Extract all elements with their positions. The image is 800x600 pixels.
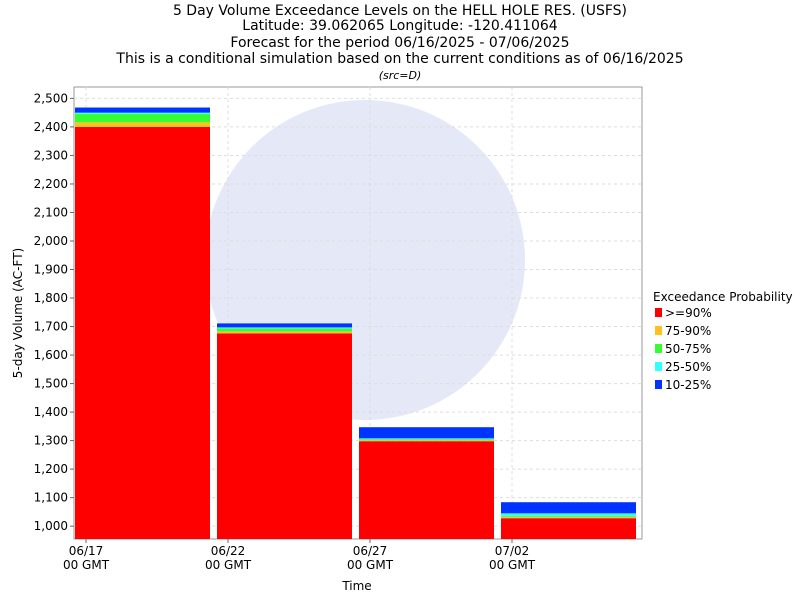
bar-segment: [501, 518, 636, 539]
x-tick-label: 06/27 00 GMT: [347, 544, 394, 572]
bar-segment: [359, 427, 494, 439]
legend-title: Exceedance Probability: [653, 290, 793, 304]
legend-swatch: [655, 380, 662, 389]
y-tick-label: 2,200: [34, 177, 68, 191]
y-tick-label: 2,100: [34, 205, 68, 219]
y-tick-label: 1,300: [34, 434, 68, 448]
x-tick-line: 00 GMT: [63, 558, 110, 572]
x-tick-label: 06/17 00 GMT: [63, 544, 110, 572]
bar-segment: [359, 438, 494, 440]
y-tick-label: 2,400: [34, 120, 68, 134]
bar-segment: [217, 328, 352, 332]
x-tick-line: 00 GMT: [205, 558, 252, 572]
x-tick-label: 06/22 00 GMT: [205, 544, 252, 572]
legend-label: 10-25%: [665, 378, 711, 392]
y-tick-label: 1,400: [34, 405, 68, 419]
x-tick-line: 06/27: [353, 544, 388, 558]
y-tick-label: 1,600: [34, 348, 68, 362]
y-tick-label: 1,800: [34, 291, 68, 305]
legend-label: 50-75%: [665, 342, 711, 356]
bar-segment: [217, 331, 352, 334]
y-tick-label: 1,200: [34, 462, 68, 476]
subtitle: Forecast for the period 06/16/2025 - 07/…: [230, 35, 569, 51]
x-tick-line: 00 GMT: [347, 558, 394, 572]
legend-swatch: [655, 362, 662, 371]
bar-segment: [75, 113, 210, 123]
subtitle: Latitude: 39.062065 Longitude: -120.4110…: [242, 18, 558, 34]
bar-segment: [501, 502, 636, 514]
y-tick-label: 1,700: [34, 320, 68, 334]
y-tick-label: 1,000: [34, 519, 68, 533]
bar-segment: [217, 323, 352, 328]
x-tick-line: 07/02: [495, 544, 530, 558]
y-tick-label: 1,900: [34, 263, 68, 277]
bar-segment: [359, 441, 494, 539]
y-tick-label: 1,500: [34, 377, 68, 391]
y-axis-label: 5-day Volume (AC-FT): [11, 248, 25, 378]
y-tick-label: 1,100: [34, 491, 68, 505]
legend-label: 75-90%: [665, 324, 711, 338]
bar-segment: [501, 517, 636, 519]
x-tick-label: 07/02 00 GMT: [489, 544, 536, 572]
legend-swatch: [655, 308, 662, 317]
chart-title: 5 Day Volume Exceedance Levels on the HE…: [173, 3, 627, 19]
legend-swatch: [655, 344, 662, 353]
bar-segment: [501, 516, 636, 518]
bar-segment: [359, 440, 494, 442]
y-tick-label: 2,000: [34, 234, 68, 248]
y-tick-label: 2,300: [34, 148, 68, 162]
bar-segment: [75, 112, 210, 114]
bar-segment: [75, 126, 210, 540]
y-tick-label: 2,500: [34, 91, 68, 105]
bar-segment: [217, 333, 352, 539]
bar-segment: [359, 439, 494, 441]
source-note: (src=D): [379, 69, 422, 82]
x-tick-line: 00 GMT: [489, 558, 536, 572]
x-tick-line: 06/22: [211, 544, 246, 558]
legend-swatch: [655, 326, 662, 335]
bar-segment: [217, 327, 352, 329]
bar-segment: [501, 513, 636, 517]
bar-segment: [75, 107, 210, 113]
subtitle: This is a conditional simulation based o…: [115, 51, 683, 67]
x-tick-line: 06/17: [69, 544, 104, 558]
legend-label: 25-50%: [665, 360, 711, 374]
bar-segment: [75, 122, 210, 127]
x-axis-label: Time: [341, 579, 371, 593]
legend-label: >=90%: [665, 306, 712, 320]
